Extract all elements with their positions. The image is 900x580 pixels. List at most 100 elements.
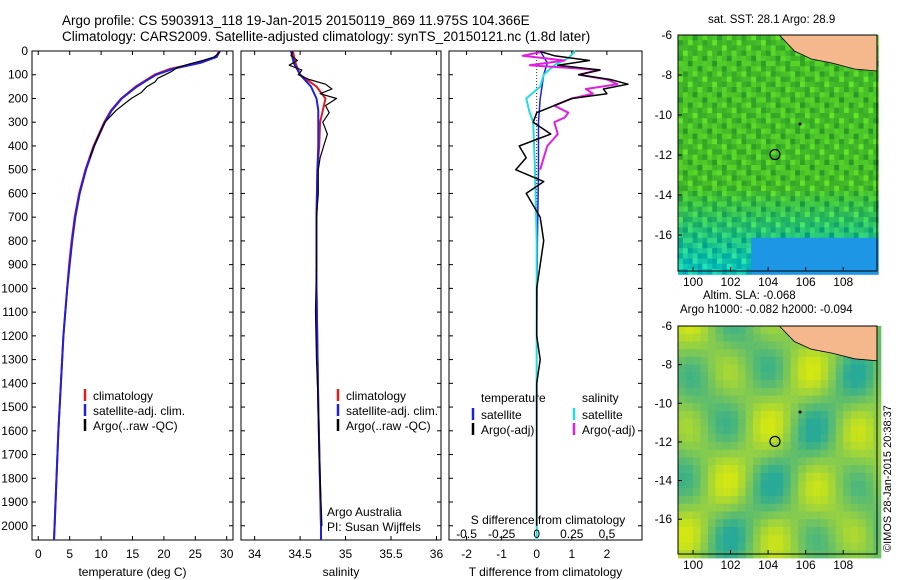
sst-map-cell <box>770 232 777 239</box>
sst-map-cell <box>702 40 708 46</box>
sst-map-cell <box>726 92 733 98</box>
sst-map-cell <box>804 180 811 187</box>
sst-map-cell <box>834 211 840 218</box>
sst-map-cell <box>682 107 689 114</box>
sst-map-cell <box>814 159 821 166</box>
sla-map-cell <box>850 526 859 536</box>
sla-map-cell <box>753 372 762 381</box>
sst-map-cell <box>814 175 821 182</box>
sst-map-cell <box>721 113 728 119</box>
sst-map-cell <box>824 185 830 192</box>
sla-map-cell <box>835 426 844 435</box>
sst-map-cell <box>853 76 860 83</box>
sla-map-cell <box>738 511 747 520</box>
sst-map-cell <box>697 128 703 135</box>
sla-map-cell <box>678 449 687 458</box>
sla-map-cell <box>850 380 859 389</box>
sst-map-cell <box>844 144 850 150</box>
sst-map-cell <box>844 139 850 145</box>
sla-map-cell <box>790 341 799 350</box>
sst-map-cell <box>800 144 806 150</box>
sst-map-cell <box>785 253 791 260</box>
sst-map-cell <box>692 107 699 114</box>
sst-map-cell <box>707 248 713 254</box>
sla-map-cell <box>760 526 769 536</box>
sla-map-cell <box>790 457 799 466</box>
sla-map-cell <box>798 434 807 443</box>
sla-map-cell <box>843 449 852 458</box>
sst-map-cell <box>824 107 830 114</box>
sst-map-cell <box>780 258 786 265</box>
sla-map-cell <box>693 395 702 404</box>
sla-map-cell <box>768 526 777 536</box>
sst-map-cell <box>731 139 738 145</box>
sla-map-cell <box>678 372 687 381</box>
sst-map-cell <box>829 118 835 124</box>
sst-map-cell <box>839 133 845 140</box>
sst-map-cell <box>697 107 703 114</box>
sst-map-cell <box>770 123 777 130</box>
sst-map-cell <box>834 243 840 249</box>
sst-map-cell <box>756 144 762 150</box>
sst-map-cell <box>692 71 699 78</box>
sla-map-cell <box>805 457 814 466</box>
sst-map-cell <box>751 165 757 171</box>
sla-map-cell <box>790 403 799 412</box>
sst-map-cell <box>858 71 865 78</box>
sst-map-cell <box>853 211 860 218</box>
sla-map-cell <box>828 372 837 381</box>
sla-map-cell <box>865 542 874 551</box>
sst-map-cell <box>853 269 860 275</box>
sst-map-cell <box>697 144 703 150</box>
sst-map-cell <box>804 185 811 192</box>
sst-map-cell <box>868 217 874 223</box>
sst-map-cell <box>780 211 786 218</box>
sst-map-cell <box>853 217 860 223</box>
salinity-xlabel: salinity <box>323 565 360 579</box>
sst-map-cell <box>824 201 830 208</box>
sla-map-cell <box>843 380 852 389</box>
sla-map-cell <box>723 542 732 551</box>
sst-map-cell <box>819 144 826 150</box>
sst-map-cell <box>682 66 689 72</box>
sla-map-cell <box>798 364 807 373</box>
sst-map-cell <box>746 76 752 83</box>
sla-map-cell <box>715 472 724 482</box>
sla-map-cell <box>835 449 844 458</box>
sst-map-cell <box>692 154 699 161</box>
sla-map-cell <box>753 480 762 489</box>
sst-map-cell <box>790 180 796 187</box>
sla-map-cell <box>775 472 784 482</box>
sst-map-cell <box>731 107 738 114</box>
sst-map-cell <box>687 165 694 171</box>
sst-map-cell <box>844 211 850 218</box>
sst-map-cell <box>751 123 757 130</box>
sst-map-cell <box>756 50 762 57</box>
sst-map-cell <box>682 227 689 234</box>
sst-map-cell <box>687 102 694 109</box>
sst-map-cell <box>848 206 855 213</box>
sst-map-cell <box>702 66 708 72</box>
sst-map-cell <box>814 248 821 254</box>
sla-map-cell <box>693 349 702 358</box>
sst-map-cell <box>829 149 835 156</box>
sla-map-cell <box>798 426 807 435</box>
sst-map-cell <box>775 180 782 187</box>
sst-map-cell <box>770 243 777 249</box>
sst-map-cell <box>712 253 718 260</box>
sst-map-cell <box>795 139 801 145</box>
sst-map-cell <box>780 154 786 161</box>
sla-map-cell <box>835 364 844 373</box>
sst-map-cell <box>814 102 821 109</box>
sst-map-cell <box>707 232 713 239</box>
sst-map-cell <box>721 102 728 109</box>
sst-map-cell <box>824 118 830 124</box>
sst-map-cell <box>731 222 738 228</box>
sst-map-cell <box>751 227 757 234</box>
sst-map-cell <box>751 237 757 244</box>
sst-map-cell <box>756 232 762 239</box>
sla-map-cell <box>760 441 769 451</box>
sst-map-cell <box>863 191 869 197</box>
sst-map-cell <box>682 87 689 93</box>
sst-map-cell <box>790 165 796 171</box>
